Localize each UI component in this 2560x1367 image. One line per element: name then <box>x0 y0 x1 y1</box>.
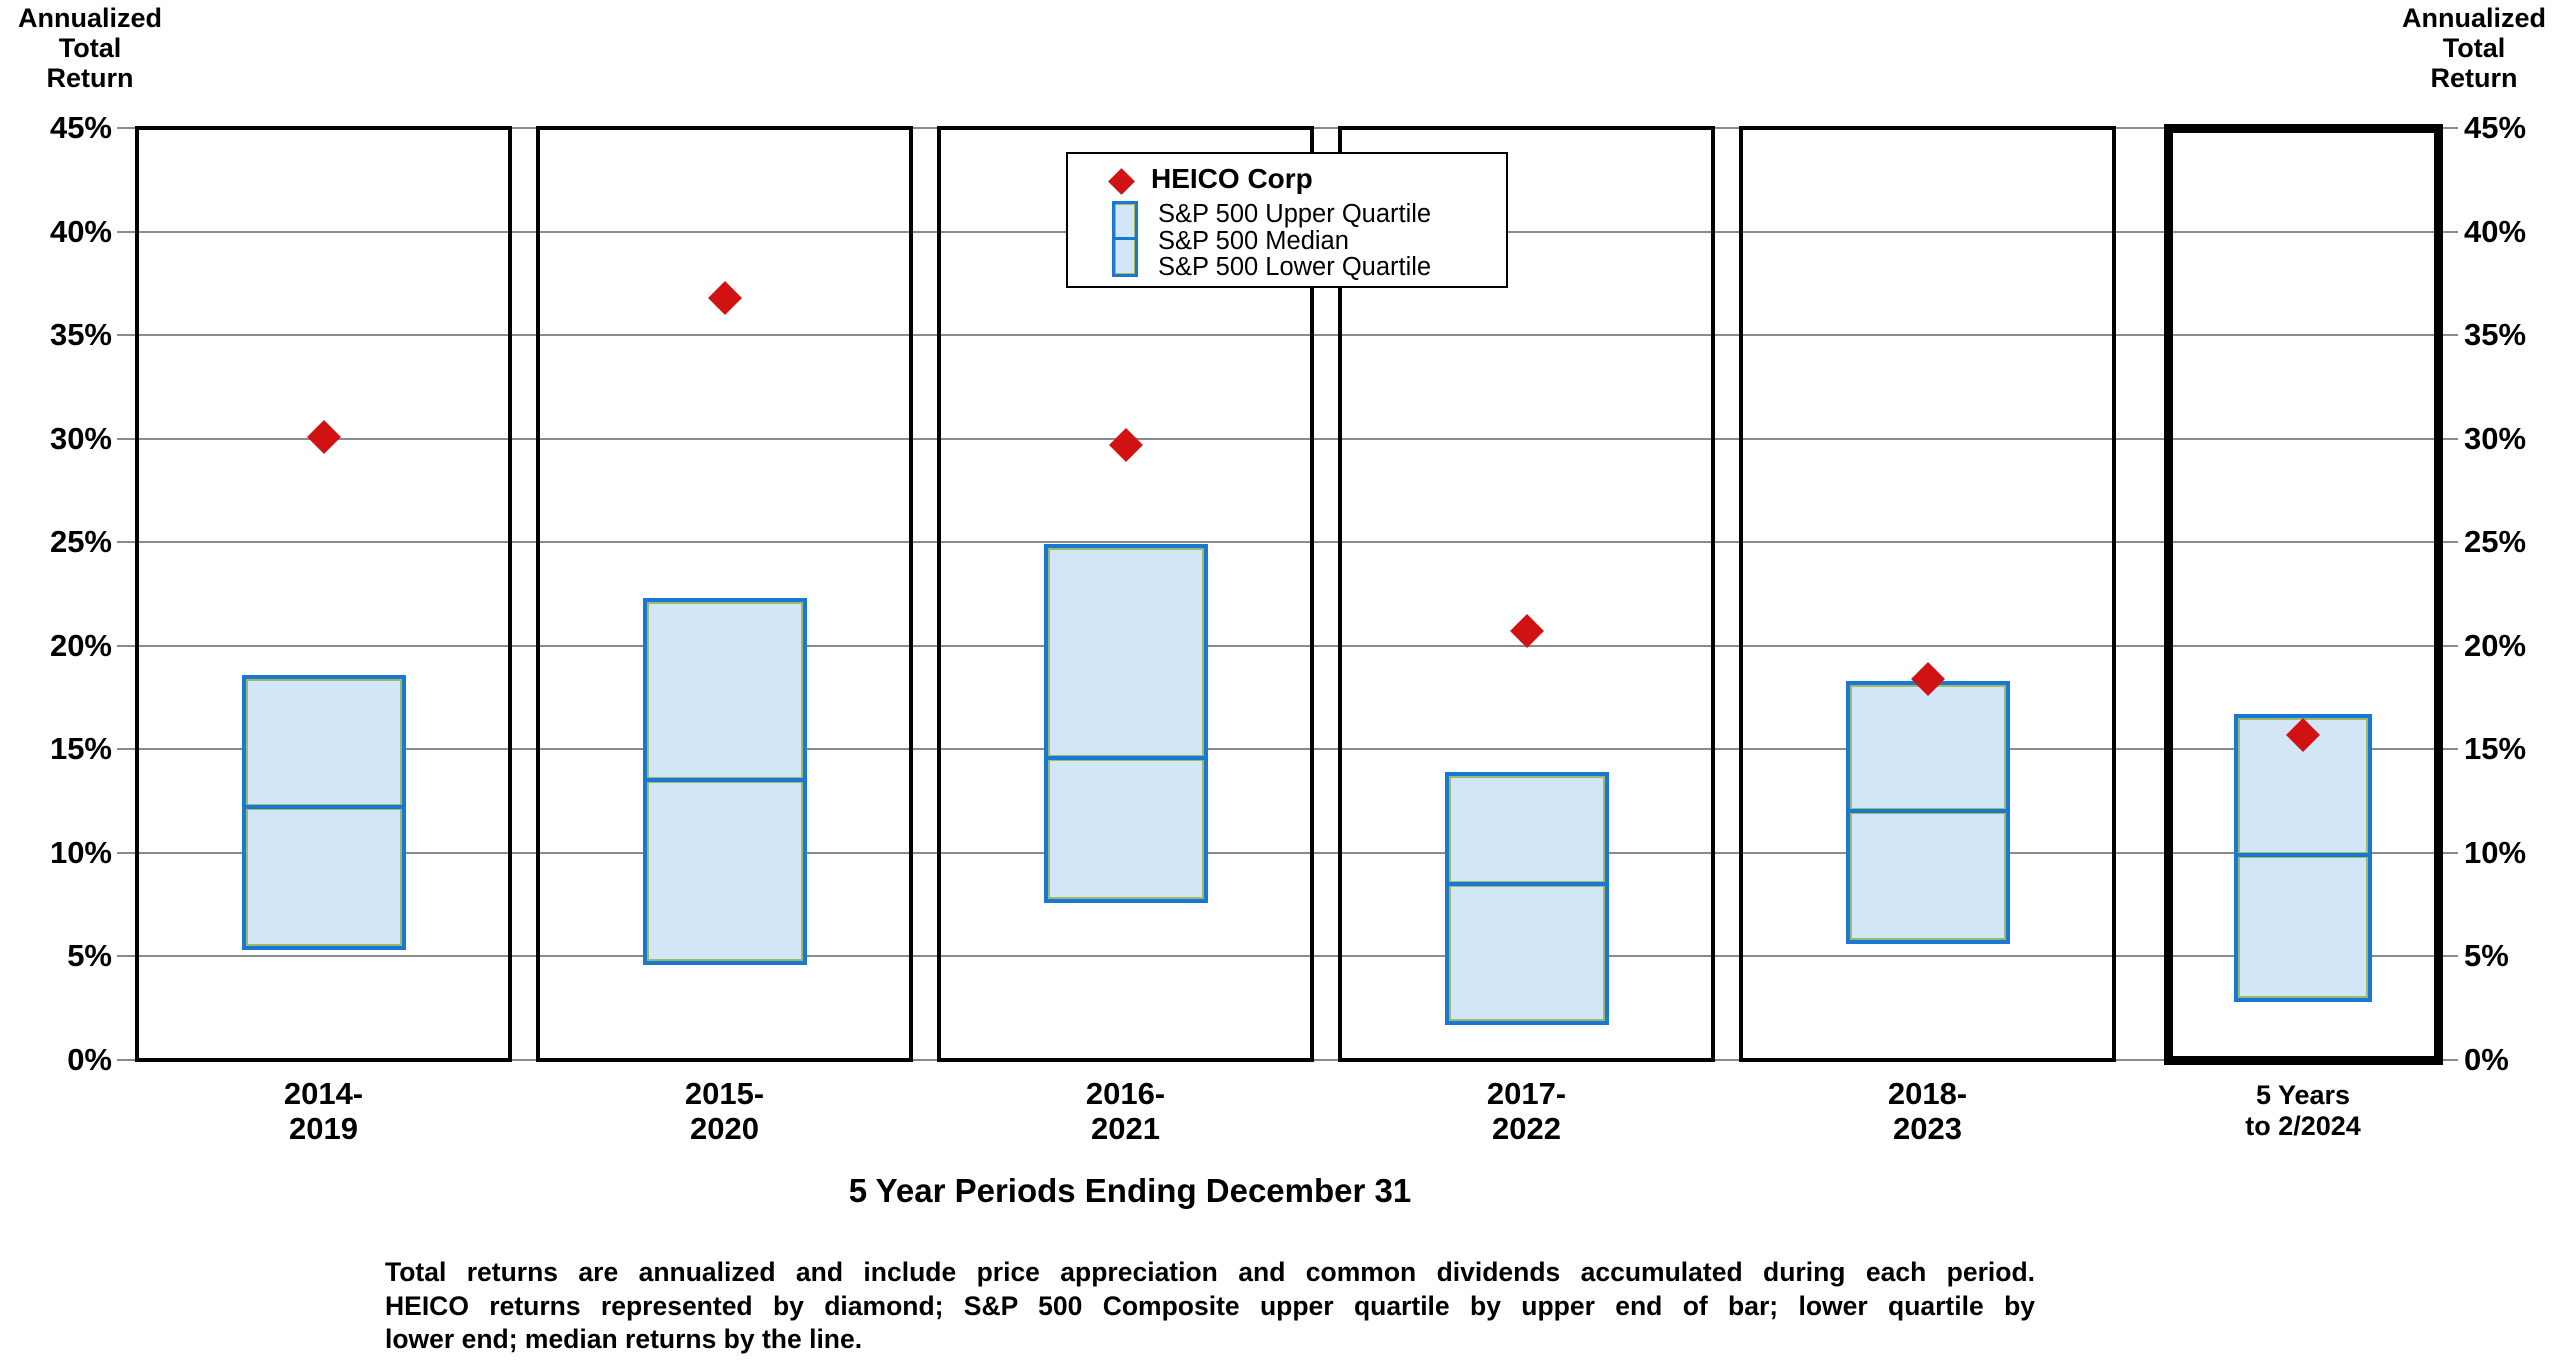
quartile-box <box>241 674 406 951</box>
gridline <box>137 334 2438 337</box>
y-tick-right <box>2438 1059 2458 1061</box>
heico-diamond-legend-icon <box>1108 167 1135 195</box>
period-panel <box>1338 126 1715 1062</box>
period-panel <box>1739 126 2116 1062</box>
x-axis-title: 5 Year Periods Ending December 31 <box>848 1172 1412 1209</box>
y-axis-label-left: 20% <box>49 627 112 663</box>
y-axis-label-left: 40% <box>49 213 112 249</box>
y-tick-right <box>2438 955 2458 958</box>
gridline <box>137 955 2438 958</box>
y-axis-label-right: 20% <box>2464 627 2527 663</box>
gridline <box>137 644 2438 647</box>
y-axis-title-right: Annualized Total Return <box>2401 3 2546 93</box>
y-axis-label-right: 5% <box>2464 938 2509 974</box>
y-axis-label-right: 45% <box>2464 110 2527 145</box>
x-axis-label: 5 Years to 2/2024 <box>2245 1080 2361 1141</box>
median-line <box>646 778 803 783</box>
gridline <box>137 541 2438 544</box>
y-tick-left <box>117 230 137 233</box>
y-axis-label-right: 0% <box>2464 1042 2509 1077</box>
y-axis-title-left: Annualized Total Return <box>17 3 162 93</box>
y-axis-label-right: 10% <box>2464 834 2527 870</box>
y-axis-label-right: 30% <box>2464 420 2527 456</box>
y-tick-right <box>2438 334 2458 337</box>
median-line <box>245 805 402 810</box>
y-tick-right <box>2438 127 2458 129</box>
y-tick-left <box>117 748 137 751</box>
x-axis-label: 2015- 2020 <box>684 1076 765 1146</box>
y-axis-label-right: 35% <box>2464 317 2527 353</box>
quartile-box <box>1444 772 1609 1025</box>
quartile-box <box>2234 714 2372 1002</box>
y-axis-label-left: 30% <box>49 420 112 456</box>
footnote-line: lower end; median returns by the line. <box>385 1324 863 1354</box>
legend: HEICO Corp S&P 500 Upper Quartile S&P 50… <box>1066 152 1508 288</box>
y-tick-left <box>117 127 137 129</box>
gridline <box>137 851 2438 854</box>
y-tick-left <box>117 1059 137 1061</box>
y-axis-label-right: 15% <box>2464 731 2527 767</box>
legend-median-label: S&P 500 Median <box>1158 226 1349 255</box>
x-axis-label: 2014- 2019 <box>283 1076 364 1146</box>
x-axis-label: 2017- 2022 <box>1486 1076 1567 1146</box>
legend-quartile-row: S&P 500 Upper Quartile S&P 500 Median S&… <box>1112 201 1431 281</box>
y-axis-label-right: 40% <box>2464 213 2527 249</box>
footnote-line: Total returns are annualized and include… <box>385 1257 2035 1287</box>
y-tick-left <box>117 541 137 544</box>
y-tick-right <box>2438 541 2458 544</box>
legend-lower-label: S&P 500 Lower Quartile <box>1158 253 1432 281</box>
y-tick-right <box>2438 644 2458 647</box>
x-axis-label: 2018- 2023 <box>1887 1076 1968 1146</box>
y-tick-right <box>2438 748 2458 751</box>
legend-heico-row: HEICO Corp <box>1106 163 1313 195</box>
footnote-line: HEICO returns represented by diamond; S&… <box>385 1290 2035 1321</box>
period-panel <box>937 126 1314 1062</box>
gridline <box>137 748 2438 751</box>
quartile-box <box>1043 544 1208 903</box>
y-tick-left <box>117 851 137 854</box>
y-tick-right <box>2438 230 2458 233</box>
y-tick-left <box>117 955 137 958</box>
x-axis-label: 2016- 2021 <box>1085 1076 1166 1146</box>
gridline <box>137 437 2438 440</box>
y-axis-label-left: 35% <box>49 317 112 353</box>
y-axis-label-left: 5% <box>67 938 112 974</box>
y-axis-label-left: 0% <box>67 1042 112 1077</box>
period-panel <box>536 126 913 1062</box>
y-tick-left <box>117 437 137 440</box>
median-line <box>1047 755 1204 760</box>
heico-legend-label: HEICO Corp <box>1151 163 1313 194</box>
legend-upper-label: S&P 500 Upper Quartile <box>1158 200 1432 228</box>
y-tick-left <box>117 334 137 337</box>
y-axis-label-left: 25% <box>49 524 112 560</box>
median-line <box>1448 881 1605 886</box>
y-axis-label-left: 45% <box>49 110 112 145</box>
y-tick-left <box>117 644 137 647</box>
y-tick-right <box>2438 851 2458 854</box>
median-line <box>1849 809 2006 814</box>
y-tick-right <box>2438 437 2458 440</box>
y-axis-label-right: 25% <box>2464 524 2527 560</box>
period-panel <box>2163 123 2443 1065</box>
y-axis-label-left: 10% <box>49 834 112 870</box>
quartile-box-legend-icon <box>1112 201 1138 277</box>
footnote: Total returns are annualized and include… <box>385 1256 2035 1357</box>
median-line-legend-icon <box>1115 237 1135 240</box>
period-panel <box>135 126 512 1062</box>
median-line <box>2238 852 2368 857</box>
y-axis-label-left: 15% <box>49 731 112 767</box>
